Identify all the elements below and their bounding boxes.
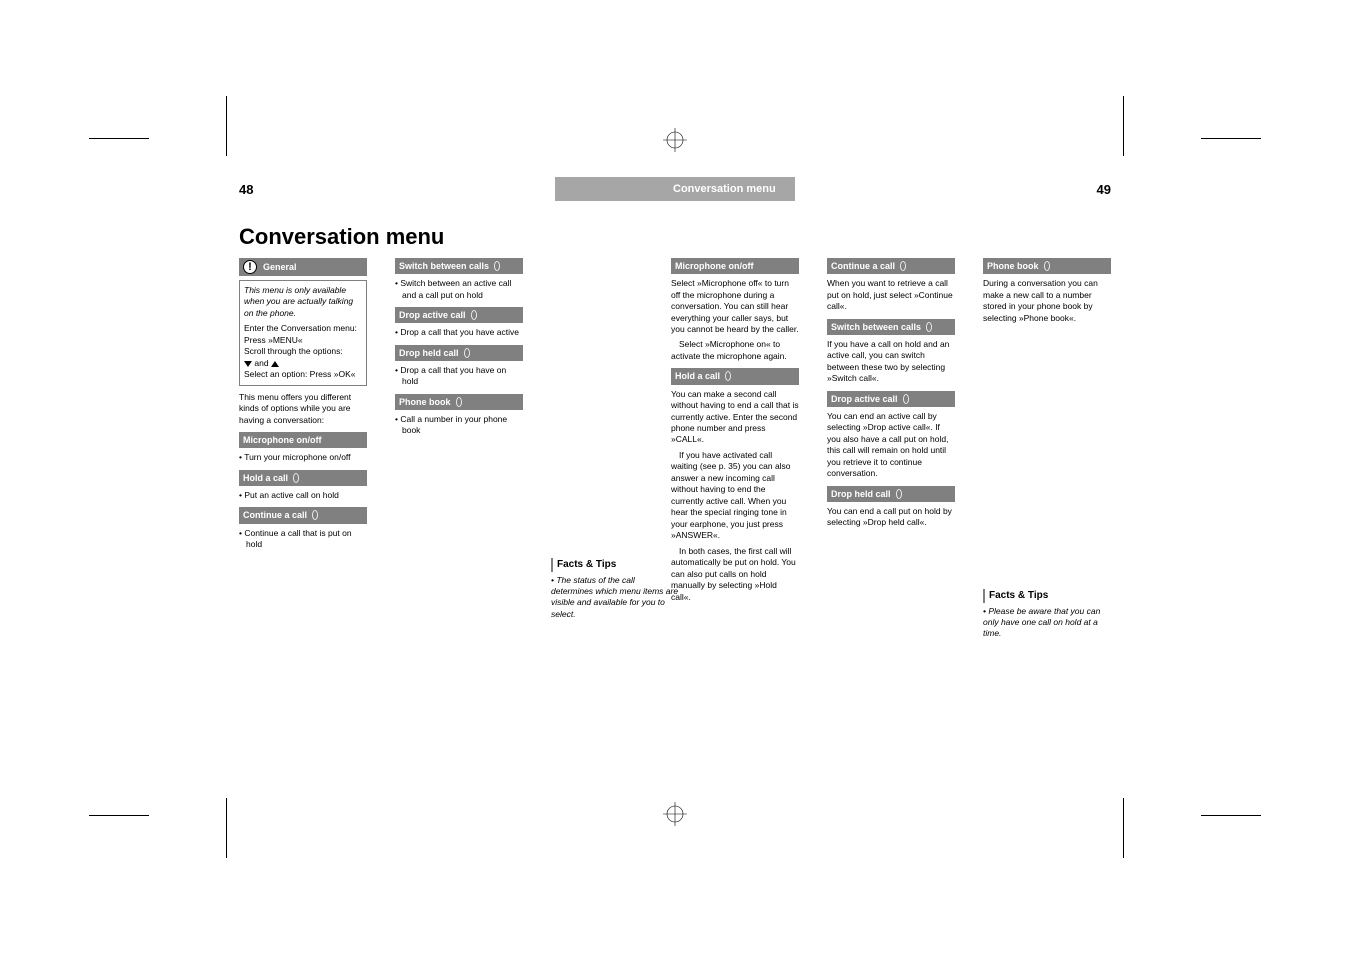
body-text: In both cases, the first call will autom…: [671, 546, 799, 603]
section-continue: Continue a call: [239, 507, 367, 523]
section-hold: Hold a call: [671, 368, 799, 384]
phone-icon: [493, 261, 501, 271]
bullet: Turn your microphone on/off: [239, 452, 367, 463]
body-text: During a conversation you can make a new…: [983, 278, 1111, 324]
bullet: Put an active call on hold: [239, 490, 367, 501]
page-title: Conversation menu: [239, 224, 1111, 250]
page-num: 48: [239, 182, 253, 197]
phone-icon: [292, 473, 300, 483]
section-drop-active: Drop active call: [827, 391, 955, 407]
facts-tips-right: Facts & Tips • Please be aware that you …: [983, 589, 1111, 640]
section-label: Drop held call: [399, 347, 459, 359]
crop-mark: [89, 138, 149, 139]
body-text: If you have a call on hold and an active…: [827, 339, 955, 385]
exclamation-icon: !: [243, 260, 257, 274]
section-phonebook: Phone book: [395, 394, 523, 410]
and-text: and: [254, 358, 268, 368]
bullet: Drop a call that you have on hold: [395, 365, 523, 388]
section-switch: Switch between calls: [395, 258, 523, 274]
phone-icon: [463, 348, 471, 358]
crop-mark: [226, 798, 227, 858]
crop-mark: [226, 96, 227, 156]
section-label: Switch between calls: [399, 260, 489, 272]
crop-mark: [1123, 798, 1124, 858]
crop-mark: [89, 815, 149, 816]
phone-icon: [724, 371, 732, 381]
body-text: When you want to retrieve a call put on …: [827, 278, 955, 312]
crop-mark: [1123, 96, 1124, 156]
crop-mark: [1201, 815, 1261, 816]
section-drop-held: Drop held call: [827, 486, 955, 502]
section-hold: Hold a call: [239, 470, 367, 486]
section-label: Drop active call: [399, 309, 466, 321]
section-label: Hold a call: [243, 472, 288, 484]
body-text: You can end an active call by selecting …: [827, 411, 955, 480]
general-italic: This menu is only available when you are…: [244, 285, 362, 319]
phone-icon: [311, 510, 319, 520]
running-title: Conversation menu: [673, 183, 776, 195]
right-col-1: Microphone on/off Select »Microphone off…: [671, 258, 799, 644]
running-title-bar: Conversation menu: [555, 177, 795, 201]
crop-mark: [1201, 138, 1261, 139]
bullet: Drop a call that you have active: [395, 327, 523, 338]
registration-mark-icon: [663, 802, 687, 826]
left-col-1: ! General This menu is only available wh…: [239, 258, 367, 624]
section-continue: Continue a call: [827, 258, 955, 274]
section-phonebook: Phone book: [983, 258, 1111, 274]
section-label: Continue a call: [243, 509, 307, 521]
page-num: 49: [1097, 182, 1111, 197]
right-col-3: Phone book During a conversation you can…: [983, 258, 1111, 644]
section-label: Drop held call: [831, 488, 891, 500]
page-number-left: 48: [239, 177, 253, 201]
right-page: Microphone on/off Select »Microphone off…: [671, 258, 1111, 644]
body-text: Select »Microphone on« to activate the m…: [671, 339, 799, 362]
section-label: Drop active call: [831, 393, 898, 405]
phone-icon: [902, 394, 910, 404]
facts-heading: Facts & Tips: [983, 589, 1111, 603]
section-label: Switch between calls: [831, 321, 921, 333]
section-label: Phone book: [987, 260, 1039, 272]
phone-icon: [899, 261, 907, 271]
intro-text: This menu offers you different kinds of …: [239, 392, 367, 426]
phone-icon: [1043, 261, 1051, 271]
general-step: and: [244, 358, 279, 368]
left-col-2: Switch between calls Switch between an a…: [395, 258, 523, 624]
phone-icon: [925, 322, 933, 332]
general-box: This menu is only available when you are…: [239, 280, 367, 386]
body-text: You can end a call put on hold by select…: [827, 506, 955, 529]
section-switch: Switch between calls: [827, 319, 955, 335]
section-label: Hold a call: [675, 370, 720, 382]
phone-icon: [455, 397, 463, 407]
body-text: Select »Microphone off« to turn off the …: [671, 278, 799, 335]
section-mic: Microphone on/off: [239, 432, 367, 448]
facts-tips-left: Facts & Tips • The status of the call de…: [551, 558, 679, 620]
section-general: ! General: [239, 258, 367, 276]
triangle-down-icon: [244, 361, 252, 367]
section-label: Phone book: [399, 396, 451, 408]
facts-heading: Facts & Tips: [551, 558, 679, 572]
page-spread: Conversation menu ! General This menu is…: [239, 224, 1111, 794]
right-col-2: Continue a call When you want to retriev…: [827, 258, 955, 644]
phone-icon: [895, 489, 903, 499]
general-step: Enter the Conversation menu: Press »MENU…: [244, 323, 357, 344]
section-drop-active: Drop active call: [395, 307, 523, 323]
general-step: Select an option: Press »OK«: [244, 369, 356, 379]
page-number-right: 49: [1097, 177, 1111, 201]
section-label: General: [263, 261, 297, 273]
body-text: You can make a second call without havin…: [671, 389, 799, 446]
triangle-up-icon: [271, 361, 279, 367]
body-text: If you have activated call waiting (see …: [671, 450, 799, 542]
section-mic: Microphone on/off: [671, 258, 799, 274]
facts-text: • The status of the call determines whic…: [551, 575, 679, 621]
bullet: Call a number in your phone book: [395, 414, 523, 437]
phone-icon: [470, 310, 478, 320]
section-label: Continue a call: [831, 260, 895, 272]
section-drop-held: Drop held call: [395, 345, 523, 361]
facts-text: • Please be aware that you can only have…: [983, 606, 1111, 640]
general-step: Scroll through the options:: [244, 346, 343, 356]
bullet: Continue a call that is put on hold: [239, 528, 367, 551]
left-col-3: Facts & Tips • The status of the call de…: [551, 258, 679, 624]
bullet: Switch between an active call and a call…: [395, 278, 523, 301]
registration-mark-icon: [663, 128, 687, 152]
